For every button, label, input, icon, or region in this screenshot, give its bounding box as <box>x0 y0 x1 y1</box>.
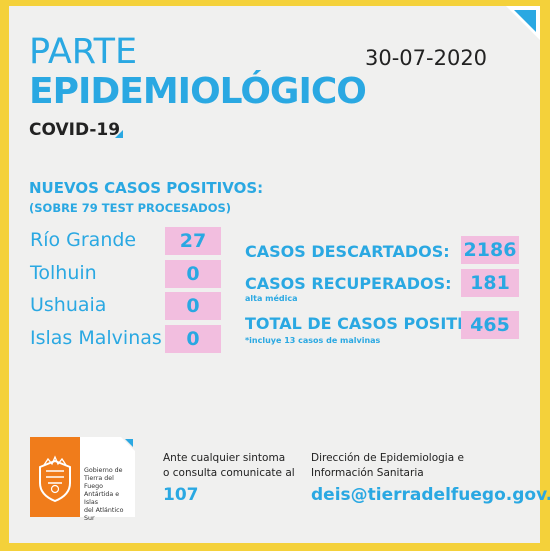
corner-mark-icon <box>115 130 123 138</box>
value-rio-grande: 27 <box>165 227 221 255</box>
government-logo: Gobierno de Tierra del Fuego Antártida e… <box>30 437 135 522</box>
email-link[interactable]: deis@tierradelfuego.gov.ar <box>311 485 550 505</box>
fold-corner-icon <box>121 437 135 451</box>
logo-line: Antártida e Islas <box>84 491 120 506</box>
phone-number[interactable]: 107 <box>163 485 199 505</box>
discarded-value: 2186 <box>461 236 519 264</box>
value-ushuaia: 0 <box>165 292 221 320</box>
corner-triangle-icon <box>506 6 540 40</box>
total-note: *incluye 13 casos de malvinas <box>245 336 381 345</box>
new-cases-title: NUEVOS CASOS POSITIVOS: <box>29 179 264 197</box>
logo-line: del Atlántico Sur <box>84 507 124 522</box>
logo-line: Tierra del Fuego <box>84 475 114 490</box>
office-line: Información Sanitaria <box>311 467 424 479</box>
recovered-note: alta médica <box>245 294 298 303</box>
title-line-2: EPIDEMIOLÓGICO <box>29 71 367 112</box>
logo-emblem <box>30 437 80 517</box>
office-text: Dirección de Epidemiologia e Información… <box>311 451 464 481</box>
contact-line: o consulta comunicate al <box>163 467 295 479</box>
report-card: PARTE EPIDEMIOLÓGICO 30-07-2020 COVID-19… <box>9 6 550 543</box>
location-tolhuin: Tolhuin <box>30 262 97 284</box>
total-value: 465 <box>461 311 519 339</box>
value-islas-malvinas: 0 <box>165 325 221 353</box>
recovered-label: CASOS RECUPERADOS: <box>245 274 452 293</box>
logo-line: Gobierno de <box>84 467 123 474</box>
value-tolhuin: 0 <box>165 260 221 288</box>
total-label: TOTAL DE CASOS POSITIVOS <box>245 314 501 333</box>
location-islas-malvinas: Islas Malvinas <box>30 327 162 349</box>
shield-icon <box>39 455 71 503</box>
new-cases-heading: NUEVOS CASOS POSITIVOS: (SOBRE 79 TEST P… <box>29 178 263 218</box>
new-cases-subtitle: (SOBRE 79 TEST PROCESADOS) <box>29 201 232 215</box>
location-rio-grande: Río Grande <box>30 229 137 251</box>
recovered-value: 181 <box>461 269 519 297</box>
office-line: Dirección de Epidemiologia e <box>311 452 464 464</box>
contact-text: Ante cualquier sintoma o consulta comuni… <box>163 451 295 481</box>
report-date: 30-07-2020 <box>365 46 488 70</box>
logo-text: Gobierno de Tierra del Fuego Antártida e… <box>84 467 134 523</box>
contact-line: Ante cualquier sintoma <box>163 452 286 464</box>
title-line-1: PARTE <box>29 32 138 72</box>
discarded-label: CASOS DESCARTADOS: <box>245 242 450 261</box>
subtitle: COVID-19 <box>29 120 121 140</box>
location-ushuaia: Ushuaia <box>30 294 107 316</box>
